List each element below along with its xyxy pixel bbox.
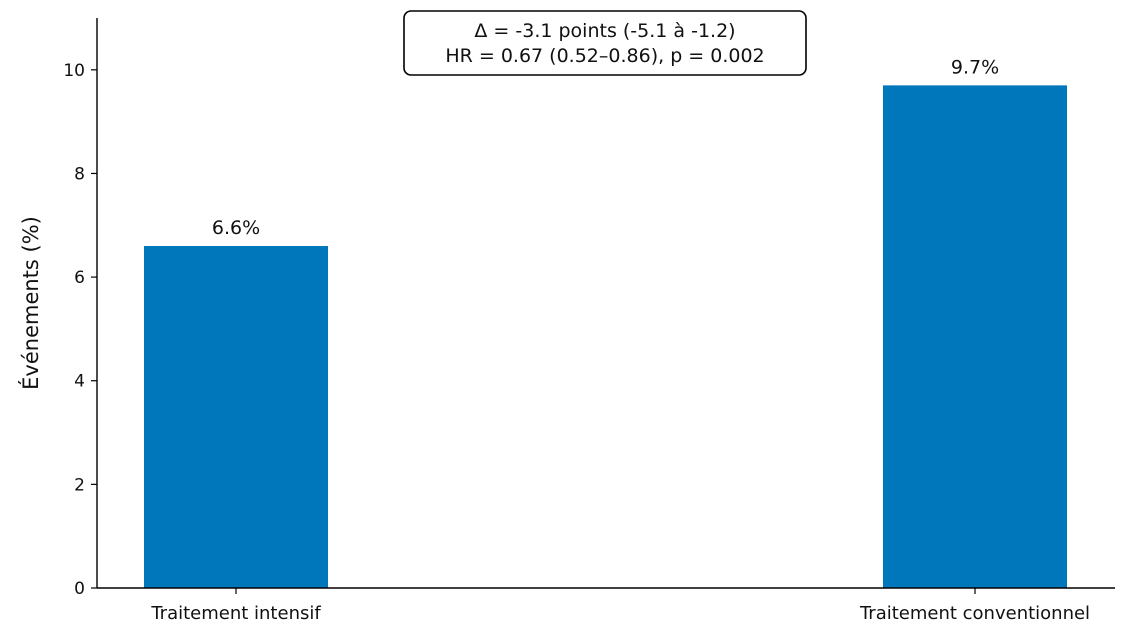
- annotation-line-1: Δ = -3.1 points (-5.1 à -1.2): [474, 20, 735, 42]
- bar-1: [144, 246, 328, 588]
- x-tick-label-2: Traitement conventionnel: [859, 603, 1090, 624]
- bar-value-label-2: 9.7%: [951, 56, 999, 78]
- bar-2: [883, 85, 1067, 588]
- x-tick-label-1: Traitement intensif: [150, 603, 321, 624]
- y-tick-label-4: 4: [74, 372, 85, 392]
- bar-value-label-1: 6.6%: [212, 217, 260, 239]
- y-tick-label-2: 2: [74, 475, 85, 495]
- annotation-line-2: HR = 0.67 (0.52–0.86), p = 0.002: [445, 45, 764, 67]
- y-tick-label-0: 0: [74, 579, 85, 599]
- y-tick-label-8: 8: [74, 164, 85, 184]
- y-axis-label: Événements (%): [18, 216, 43, 390]
- bar-labels-group: 6.6% 9.7%: [212, 56, 999, 239]
- y-tick-label-10: 10: [63, 61, 85, 81]
- x-axis-ticks: Traitement intensif Traitement convention…: [150, 588, 1090, 624]
- y-tick-label-6: 6: [74, 268, 85, 288]
- bars-group: [144, 85, 1067, 588]
- annotation-box: Δ = -3.1 points (-5.1 à -1.2) HR = 0.67 …: [403, 10, 807, 76]
- y-axis-ticks: 0 2 4 6 8 10: [63, 61, 97, 599]
